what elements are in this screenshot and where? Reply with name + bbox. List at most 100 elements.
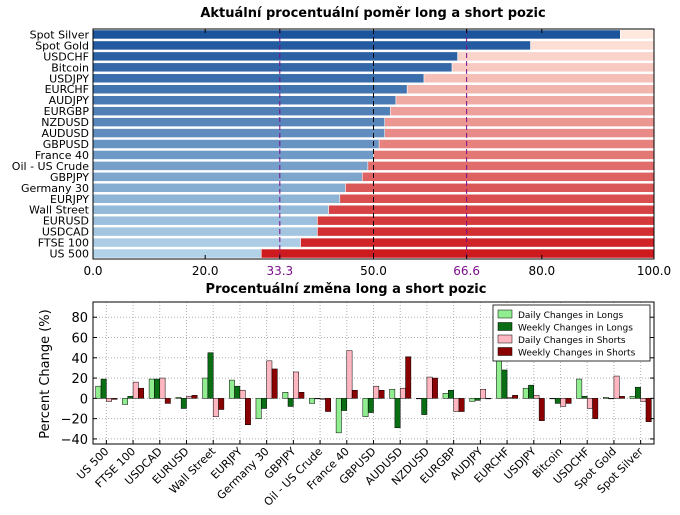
legend-swatch [497, 322, 513, 331]
tick-label: 80.0 [528, 264, 555, 278]
change-bar [164, 398, 171, 404]
change-bar [282, 392, 289, 399]
category-label: Oil - US Crude [12, 160, 89, 173]
change-bar [245, 398, 251, 425]
category-label: USDCHF [43, 50, 89, 63]
long-bar [92, 150, 374, 160]
category-label: EURJPY [50, 193, 89, 206]
short-bar [457, 51, 655, 62]
change-bar [314, 398, 321, 400]
tick-label: −40 [61, 433, 88, 448]
short-bar [317, 215, 655, 226]
long-bar [92, 84, 408, 94]
change-bar [608, 398, 615, 400]
bottom-chart-frame [92, 301, 655, 445]
change-bar [239, 389, 246, 399]
change-bar [325, 398, 332, 412]
short-bar [300, 237, 655, 248]
change-bar [480, 388, 486, 399]
long-bar [92, 128, 385, 138]
change-bar [132, 381, 139, 399]
long-bar [92, 248, 262, 259]
category-label: Wall Street [29, 204, 90, 217]
category-label: EURCHF [45, 83, 89, 96]
change-bar [506, 397, 513, 399]
change-bar [602, 397, 609, 399]
category-label: France 40 [35, 149, 89, 162]
change-bar [287, 398, 294, 407]
bottom-chart-bars [95, 350, 652, 434]
top-chart-bars [92, 29, 655, 259]
change-bar [522, 387, 529, 399]
long-bar [92, 183, 346, 193]
change-bar [138, 387, 145, 399]
legend-label: Daily Changes in Shorts [518, 336, 626, 346]
bottom-chart-legend: Daily Changes in Longs Weekly Changes in … [492, 304, 651, 362]
change-bar [629, 396, 636, 399]
change-bar [234, 385, 241, 399]
change-bar [640, 398, 647, 402]
change-bar [458, 398, 465, 412]
change-bar [373, 385, 380, 399]
category-label: AUDJPY [49, 94, 90, 107]
long-bar [92, 237, 301, 248]
change-bar [362, 398, 369, 417]
long-bar [92, 62, 453, 73]
change-bar [148, 378, 155, 399]
short-bar [261, 248, 655, 259]
category-label: Spot Gold [35, 39, 89, 52]
tick-label: 0 [80, 392, 88, 407]
change-bar [645, 398, 652, 422]
bottom-chart-y-axis-label: Percent Change (%) [38, 309, 53, 438]
change-bar [309, 398, 315, 404]
long-bar [92, 40, 531, 51]
change-bar [266, 360, 273, 399]
long-bar [92, 204, 329, 215]
top-chart-x-ticks: 0.0 20.0 33.3 50.0 66.6 80.0 100.0 [83, 29, 671, 278]
category-label: EURGBP [44, 105, 90, 118]
change-bar [378, 389, 385, 399]
short-bar [423, 73, 655, 84]
change-bar [565, 398, 572, 404]
category-label: Germany 30 [21, 182, 89, 195]
change-bar [228, 379, 235, 399]
change-bar [432, 377, 438, 399]
change-bar [405, 356, 412, 399]
short-bar [384, 128, 655, 138]
short-bar [406, 84, 655, 94]
change-bar [202, 377, 209, 399]
long-bar [92, 161, 369, 171]
change-bar [106, 398, 112, 402]
change-bar [485, 398, 492, 400]
change-bar [528, 384, 535, 399]
change-bar [218, 398, 225, 410]
legend-label: Daily Changes in Longs [518, 311, 623, 321]
short-bar [451, 62, 655, 73]
change-bar [261, 398, 267, 409]
change-bar [469, 398, 476, 402]
change-bar [421, 398, 428, 415]
category-label: AUDUSD [41, 127, 89, 140]
change-bar [554, 398, 561, 404]
long-short-ratio-chart: Aktuální procentuální poměr long a short… [12, 6, 671, 278]
legend-swatch [497, 334, 513, 344]
category-label: USDJPY [49, 72, 89, 85]
short-bar [373, 150, 655, 160]
change-bar [442, 393, 449, 399]
category-label: GBPUSD [43, 138, 89, 151]
change-bar [367, 398, 374, 413]
category-label: EURUSD [43, 215, 89, 228]
tick-label: 20 [71, 372, 88, 387]
tick-label: 33.3 [266, 264, 293, 278]
change-bar [207, 352, 214, 399]
change-bar [341, 398, 348, 411]
tick-label: 40 [71, 352, 88, 367]
short-bar [317, 226, 655, 237]
bottom-chart-y-ticks: 80 60 40 20 0 −20 −40 [61, 311, 654, 448]
long-bar [92, 172, 363, 182]
change-bar [111, 398, 118, 400]
change-bar [560, 398, 567, 407]
change-bar [335, 398, 342, 434]
category-label: FTSE 100 [38, 237, 89, 250]
